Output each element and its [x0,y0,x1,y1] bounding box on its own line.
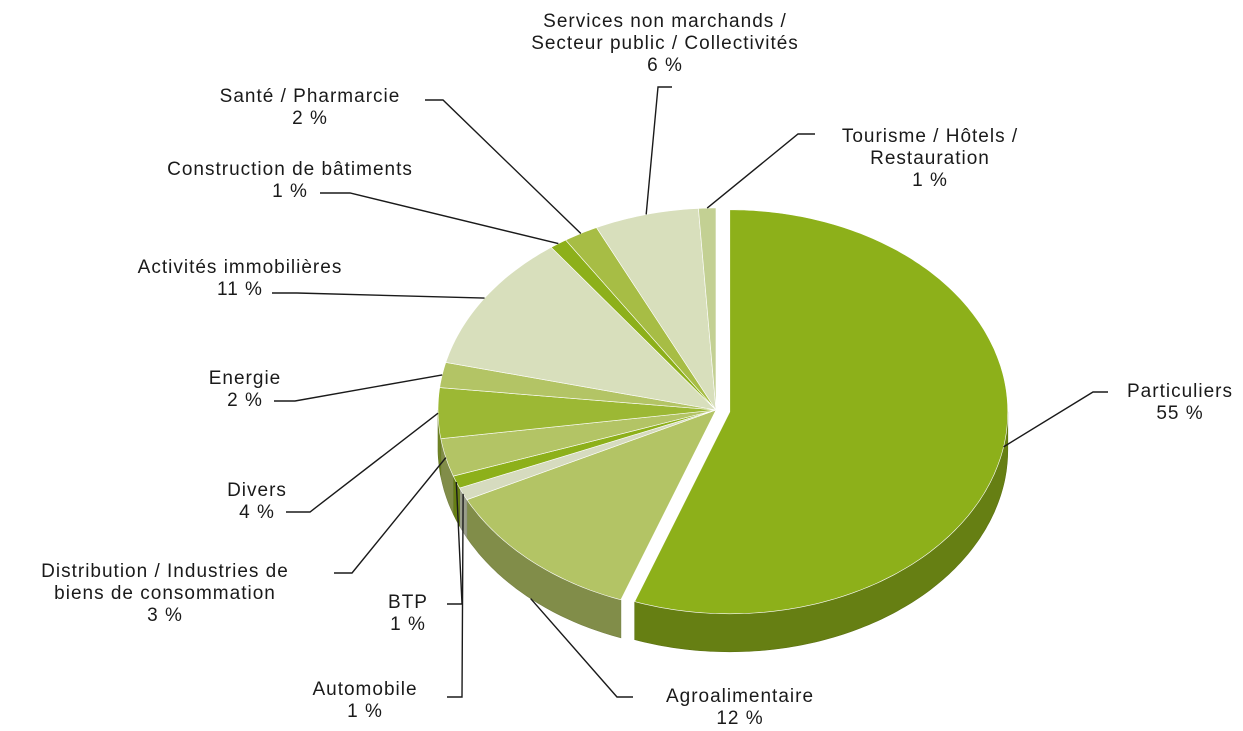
slice [466,409,717,601]
category-label: Santé / Pharmarcie [220,86,401,107]
value-label: 12 % [716,708,763,726]
leader-line [447,482,463,605]
value-label: 2 % [292,108,328,129]
leader-line [274,374,443,402]
category-label: Energie [209,368,282,389]
leader-line [320,192,559,245]
leader-line [530,598,633,698]
value-label: 1 % [912,170,948,191]
value-label: 2 % [227,390,263,411]
leader-line [272,292,485,299]
category-label: Secteur public / Collectivités [531,33,799,54]
leader-line [425,99,582,234]
leader-line [706,133,815,209]
value-label: 1 % [272,181,308,202]
category-label: Divers [227,480,287,501]
category-label: Tourisme / Hôtels / [842,126,1018,147]
leader-line [286,412,439,513]
category-label: Activités immobilières [138,257,343,278]
category-label: Construction de bâtiments [167,159,413,180]
category-label: Particuliers [1127,381,1233,402]
slice [440,409,717,477]
slice [596,208,717,411]
category-label: Restauration [870,148,990,169]
value-label: 1 % [347,701,383,722]
category-label: BTP [388,592,428,613]
value-label: 6 % [647,55,683,76]
leader-line [447,493,464,698]
category-label: Services non marchands / [543,11,787,32]
category-label: biens de consommation [54,583,276,604]
leader-line [645,86,672,215]
category-label: Distribution / Industries de [41,561,289,582]
leader-line [1003,391,1108,448]
category-label: Automobile [312,679,417,700]
value-label: 11 % [217,279,263,300]
value-label: 4 % [239,502,275,523]
value-label: 55 % [1156,403,1203,424]
leader-line [334,457,447,574]
category-label: Agroalimentaire [666,686,814,707]
slice [437,387,717,440]
value-label: 1 % [390,614,426,635]
value-label: 3 % [147,605,183,626]
